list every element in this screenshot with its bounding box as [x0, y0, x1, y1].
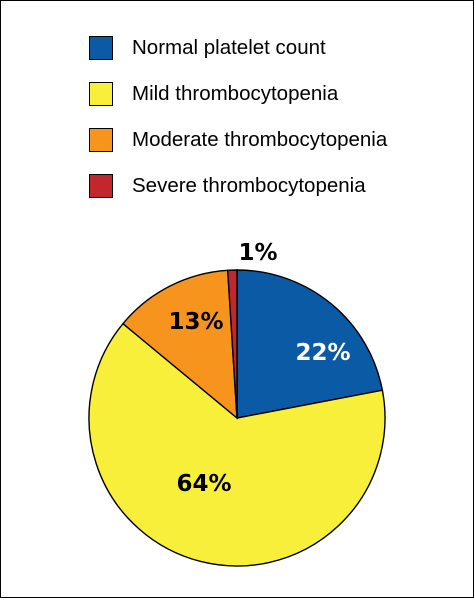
- legend-label-moderate: Moderate thrombocytopenia: [132, 128, 388, 151]
- slice-label-normal: 22%: [295, 340, 350, 366]
- pie-slice-moderate: [121, 269, 238, 420]
- legend-swatch-normal: [89, 36, 113, 60]
- legend-label-severe: Severe thrombocytopenia: [132, 174, 366, 197]
- pie-slice-normal: [236, 269, 384, 419]
- slice-label-moderate: 13%: [168, 309, 223, 335]
- legend-swatch-moderate: [89, 128, 113, 152]
- legend-swatch-severe: [89, 174, 113, 198]
- legend-swatch-mild: [89, 82, 113, 106]
- pie-slice-mild: [88, 322, 386, 567]
- pie-slice-severe: [226, 269, 238, 419]
- legend-label-mild: Mild thrombocytopenia: [132, 82, 339, 105]
- legend-label-normal: Normal platelet count: [132, 36, 326, 59]
- slice-label-mild: 64%: [176, 471, 231, 497]
- slice-label-severe: 1%: [238, 240, 277, 266]
